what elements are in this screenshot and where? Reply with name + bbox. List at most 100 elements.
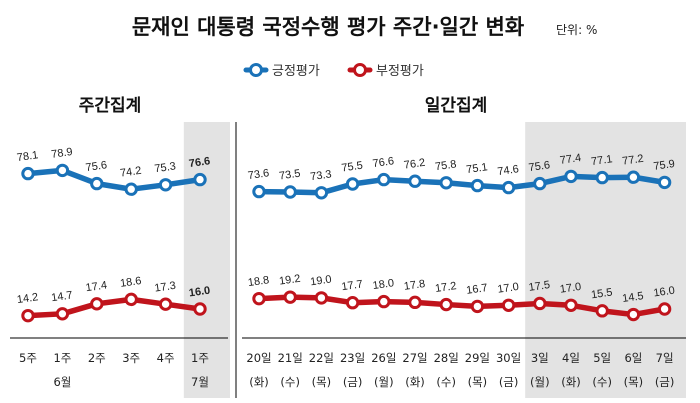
weekly-negative-point xyxy=(55,307,70,321)
weekly-negative-point xyxy=(90,297,104,311)
weekly-positive-line xyxy=(25,167,203,192)
weekly-tick-sublabel: 7월 xyxy=(191,375,209,389)
daily-tick-sublabel: (화) xyxy=(405,375,425,389)
daily-positive-point xyxy=(533,176,547,191)
daily-positive-value-label: 77.1 xyxy=(590,153,613,168)
daily-tick-label: 22일 xyxy=(309,351,334,365)
daily-positive-value-label: 75.9 xyxy=(653,158,676,173)
daily-negative-point xyxy=(345,296,360,310)
daily-negative-value-label: 17.5 xyxy=(528,279,551,294)
daily-tick-sublabel: (금) xyxy=(655,375,675,389)
daily-tick-sublabel: (수) xyxy=(436,375,456,389)
daily-tick-label: 4일 xyxy=(562,351,580,365)
daily-tick-label: 3일 xyxy=(531,351,549,365)
daily-positive-point xyxy=(345,177,360,191)
weekly-positive-point xyxy=(90,176,104,191)
daily-positive-point xyxy=(377,172,391,187)
daily-negative-point xyxy=(314,291,329,305)
weekly-positive-point xyxy=(158,178,173,192)
daily-negative-value-label: 16.0 xyxy=(653,285,676,300)
daily-tick-label: 21일 xyxy=(278,351,303,365)
weekly-negative-value-label: 17.4 xyxy=(85,279,108,294)
chart-title: 문재인 대통령 국정수행 평가 주간·일간 변화 xyxy=(132,15,525,39)
daily-negative-point xyxy=(564,298,578,312)
daily-tick-label: 23일 xyxy=(340,351,365,365)
weekly-negative-value-label: 17.3 xyxy=(154,280,177,295)
weekly-tick-label: 1주 xyxy=(53,351,71,365)
daily-negative-point xyxy=(626,307,641,322)
daily-positive-value-label: 74.6 xyxy=(497,163,520,178)
daily-tick-sublabel: (목) xyxy=(312,375,332,389)
weekly-positive-point xyxy=(124,182,138,196)
daily-positive-point xyxy=(314,186,329,200)
weekly-positive-point xyxy=(193,172,207,187)
daily-tick-label: 26일 xyxy=(371,351,396,365)
daily-negative-point xyxy=(595,304,609,318)
weekly-positive-value-label: 78.1 xyxy=(16,149,39,164)
daily-tick-label: 6일 xyxy=(624,351,642,365)
daily-positive-value-label: 73.3 xyxy=(310,168,333,183)
daily-negative-value-label: 14.5 xyxy=(622,290,645,305)
daily-negative-value-label: 19.0 xyxy=(310,273,333,288)
daily-positive-value-label: 75.1 xyxy=(466,161,489,176)
daily-tick-sublabel: (월) xyxy=(530,375,550,389)
legend: 긍정평가 부정평가 xyxy=(243,63,424,79)
daily-negative-point xyxy=(283,290,297,304)
weekly-tick-label: 4주 xyxy=(157,351,175,365)
weekly-tick-sublabel: 6월 xyxy=(53,375,71,389)
daily-positive-point xyxy=(252,184,266,199)
daily-negative-point xyxy=(377,294,391,309)
daily-positive-value-label: 75.5 xyxy=(341,160,364,175)
legend-positive-label: 긍정평가 xyxy=(272,64,320,79)
daily-positive-point xyxy=(657,175,672,190)
daily-negative-value-label: 18.8 xyxy=(247,274,270,289)
weekly-positive-value-label: 76.6 xyxy=(188,155,211,170)
weekly-positive-value-label: 75.3 xyxy=(154,160,177,175)
plot-layer: 78.1 78.9 75.6 74.2 75.3 76.6 14.2 14.7 17.4 18.6… xyxy=(16,146,675,389)
weekly-negative-value-label: 16.0 xyxy=(188,285,211,300)
daily-negative-value-label: 17.8 xyxy=(403,278,426,293)
legend-positive-marker xyxy=(249,63,263,77)
weekly-negative-point xyxy=(21,308,35,323)
unit-label: 단위: % xyxy=(556,23,597,37)
weekly-tick-label: 2주 xyxy=(88,351,106,365)
daily-tick-label: 30일 xyxy=(496,351,521,365)
daily-negative-value-label: 17.0 xyxy=(497,281,520,296)
daily-positive-value-label: 77.2 xyxy=(622,153,645,168)
daily-negative-point xyxy=(657,302,672,316)
weekly-positive-value-label: 78.9 xyxy=(51,146,74,161)
daily-negative-value-label: 17.0 xyxy=(559,281,582,296)
daily-positive-point xyxy=(439,176,453,190)
weekly-negative-point xyxy=(158,297,173,311)
daily-tick-sublabel: (금) xyxy=(499,375,519,389)
weekly-negative-value-label: 14.2 xyxy=(16,291,39,306)
weekly-tick-label: 1주 xyxy=(191,351,209,365)
daily-negative-point xyxy=(252,291,266,306)
weekly-tick-label: 5주 xyxy=(19,351,37,365)
daily-highlight-region xyxy=(525,122,686,398)
daily-positive-value-label: 77.4 xyxy=(559,152,582,167)
weekly-positive-value-label: 75.6 xyxy=(85,159,108,174)
legend-negative-label: 부정평가 xyxy=(376,64,424,79)
legend-negative-marker xyxy=(353,63,367,77)
daily-negative-value-label: 16.7 xyxy=(466,282,489,297)
daily-tick-sublabel: (화) xyxy=(561,375,581,389)
weekly-negative-value-label: 18.6 xyxy=(119,275,142,290)
weekly-tick-label: 3주 xyxy=(122,351,140,365)
daily-positive-point xyxy=(595,170,609,185)
daily-positive-point xyxy=(626,170,641,184)
daily-positive-point xyxy=(501,180,516,195)
weekly-positive-point xyxy=(55,163,70,178)
daily-positive-point xyxy=(283,185,297,199)
daily-negative-value-label: 19.2 xyxy=(278,273,301,288)
daily-tick-sublabel: (목) xyxy=(468,375,488,389)
daily-tick-sublabel: (수) xyxy=(280,375,300,389)
daily-negative-point xyxy=(408,295,422,310)
weekly-highlight-region xyxy=(183,122,230,398)
weekly-negative-point xyxy=(124,292,138,307)
daily-tick-label: 28일 xyxy=(434,351,459,365)
daily-positive-value-label: 75.8 xyxy=(434,158,457,173)
daily-tick-sublabel: (월) xyxy=(374,375,394,389)
daily-negative-point xyxy=(439,297,453,312)
daily-positive-value-label: 76.2 xyxy=(403,157,426,172)
